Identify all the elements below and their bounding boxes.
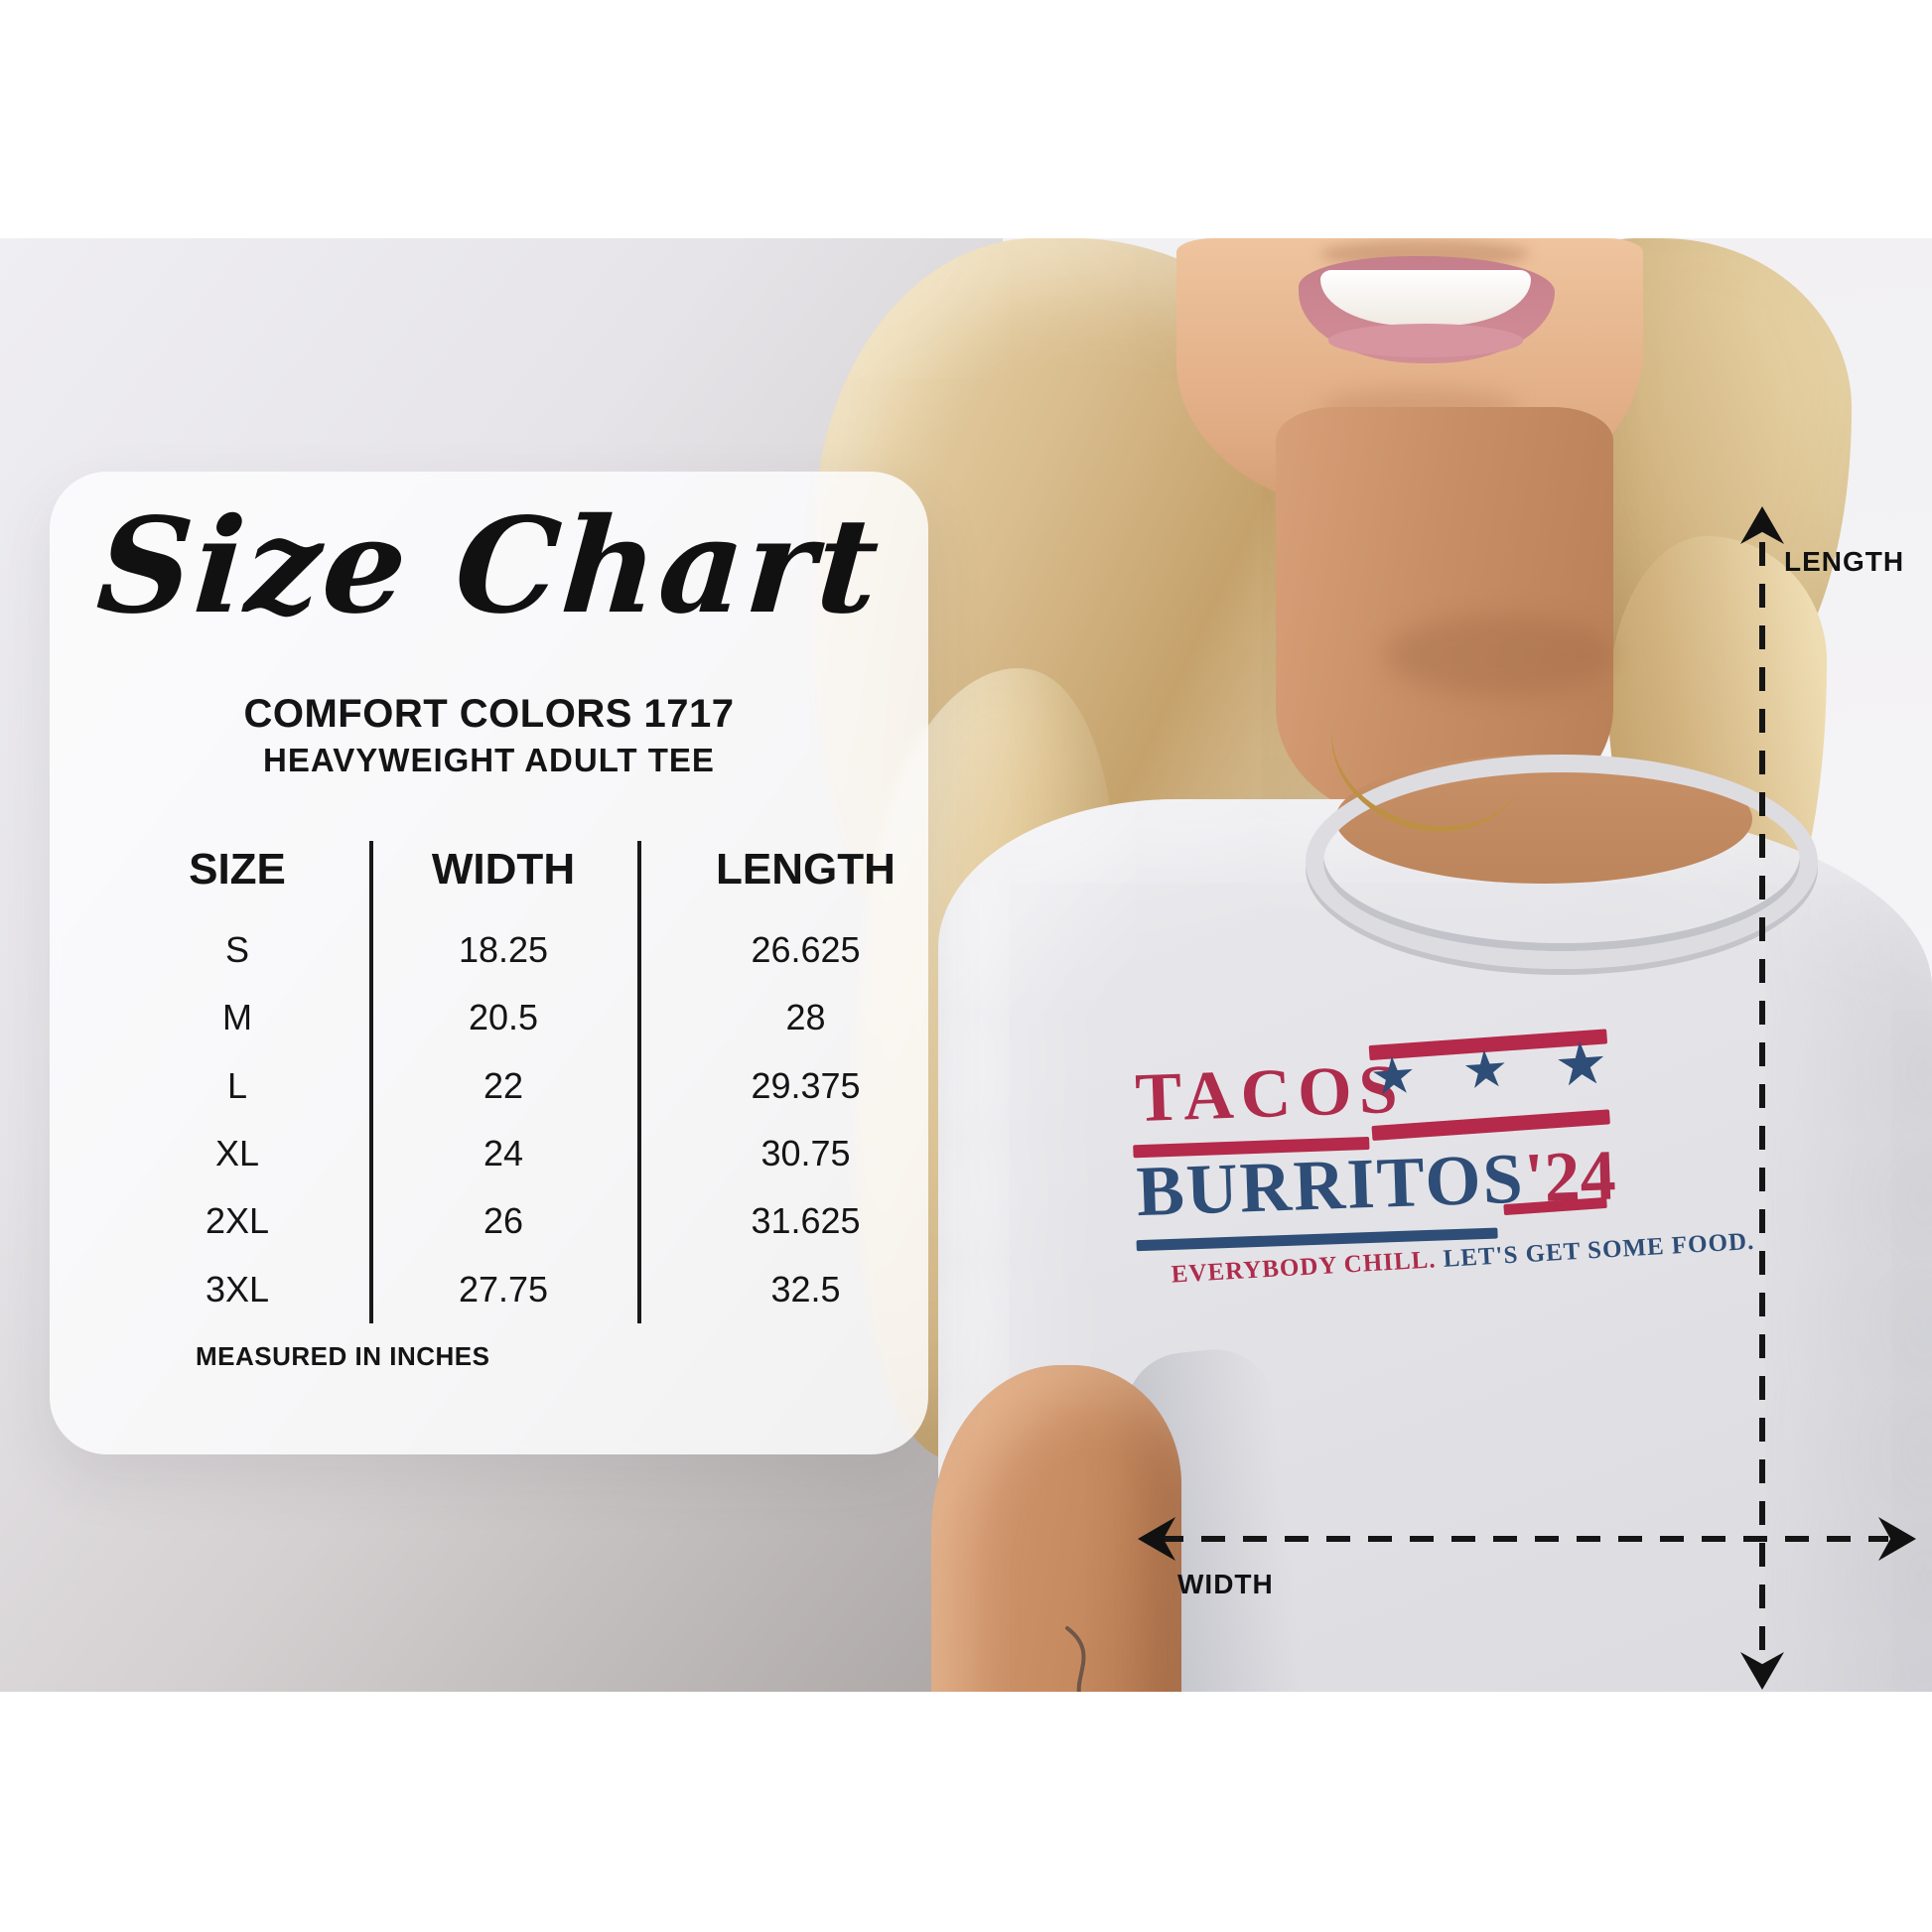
table-cell: 2XL	[205, 1200, 270, 1242]
length-label: LENGTH	[1784, 546, 1905, 577]
column-header-width: WIDTH	[431, 845, 576, 894]
table-cell: 3XL	[205, 1268, 270, 1310]
tacos-text: TACOS	[1134, 1050, 1406, 1138]
table-cell: XL	[214, 1133, 260, 1174]
width-label: WIDTH	[1177, 1569, 1274, 1599]
star-icon: ★	[1552, 1030, 1610, 1100]
table-body: S 18.25 26.625 M 20.5 28 L 22 29.375 XL 24 30.75 2XL…	[50, 916, 928, 1323]
tagline-red: EVERYBODY CHILL.	[1171, 1246, 1438, 1289]
card-subtitle-product: COMFORT COLORS 1717	[243, 692, 735, 736]
table-cell: 22	[483, 1064, 524, 1106]
table-row: M 20.5 28	[50, 984, 928, 1051]
table-row: L 22 29.375	[50, 1052, 928, 1120]
table-row: S 18.25 26.625	[50, 916, 928, 984]
table-cell: 26	[483, 1200, 524, 1242]
units-footnote: MEASURED IN INCHES	[196, 1341, 490, 1371]
table-cell: S	[224, 929, 249, 971]
table-cell: 28	[785, 997, 826, 1038]
table-header-row: SIZE WIDTH LENGTH	[50, 841, 928, 898]
size-chart-card: Size Chart COMFORT COLORS 1717 HEAVYWEIG…	[50, 472, 928, 1454]
table-cell: 30.75	[760, 1133, 851, 1174]
lower-lip	[1328, 324, 1523, 357]
table-cell: 18.25	[458, 929, 549, 971]
table-row: 3XL 27.75 32.5	[50, 1255, 928, 1322]
card-subtitle-type: HEAVYWEIGHT ADULT TEE	[263, 742, 715, 778]
star-icon: ★	[1459, 1040, 1511, 1101]
length-dashed-line	[1759, 542, 1765, 1660]
tee-graphic-tacos-burritos: TACOS ★ ★ ★ BURRITOS'24 EVERYBODY CHILL.…	[1107, 1005, 1755, 1322]
table-divider	[637, 841, 641, 1323]
table-row: XL 24 30.75	[50, 1120, 928, 1187]
table-cell: M	[222, 997, 252, 1038]
burritos-text: BURRITOS	[1135, 1138, 1526, 1232]
card-title: Size Chart	[92, 489, 886, 643]
table-cell: 27.75	[458, 1268, 549, 1310]
table-divider	[369, 841, 373, 1323]
star-icon: ★	[1368, 1046, 1419, 1108]
table-cell: 26.625	[751, 929, 861, 971]
column-header-length: LENGTH	[716, 845, 896, 894]
burritos-year-text: BURRITOS'24	[1135, 1134, 1616, 1233]
table-cell: 32.5	[770, 1268, 841, 1310]
table-cell: 31.625	[751, 1200, 861, 1242]
table-cell: L	[226, 1064, 248, 1106]
arm	[931, 1365, 1181, 1692]
neck-shadow	[1385, 616, 1613, 695]
table-cell: 20.5	[468, 997, 539, 1038]
column-header-size: SIZE	[189, 845, 286, 894]
forearm-tattoo	[1065, 1626, 1086, 1692]
width-dashed-line	[1160, 1536, 1888, 1542]
table-cell: 29.375	[751, 1064, 861, 1106]
table-row: 2XL 26 31.625	[50, 1187, 928, 1255]
table-cell: 24	[483, 1133, 524, 1174]
